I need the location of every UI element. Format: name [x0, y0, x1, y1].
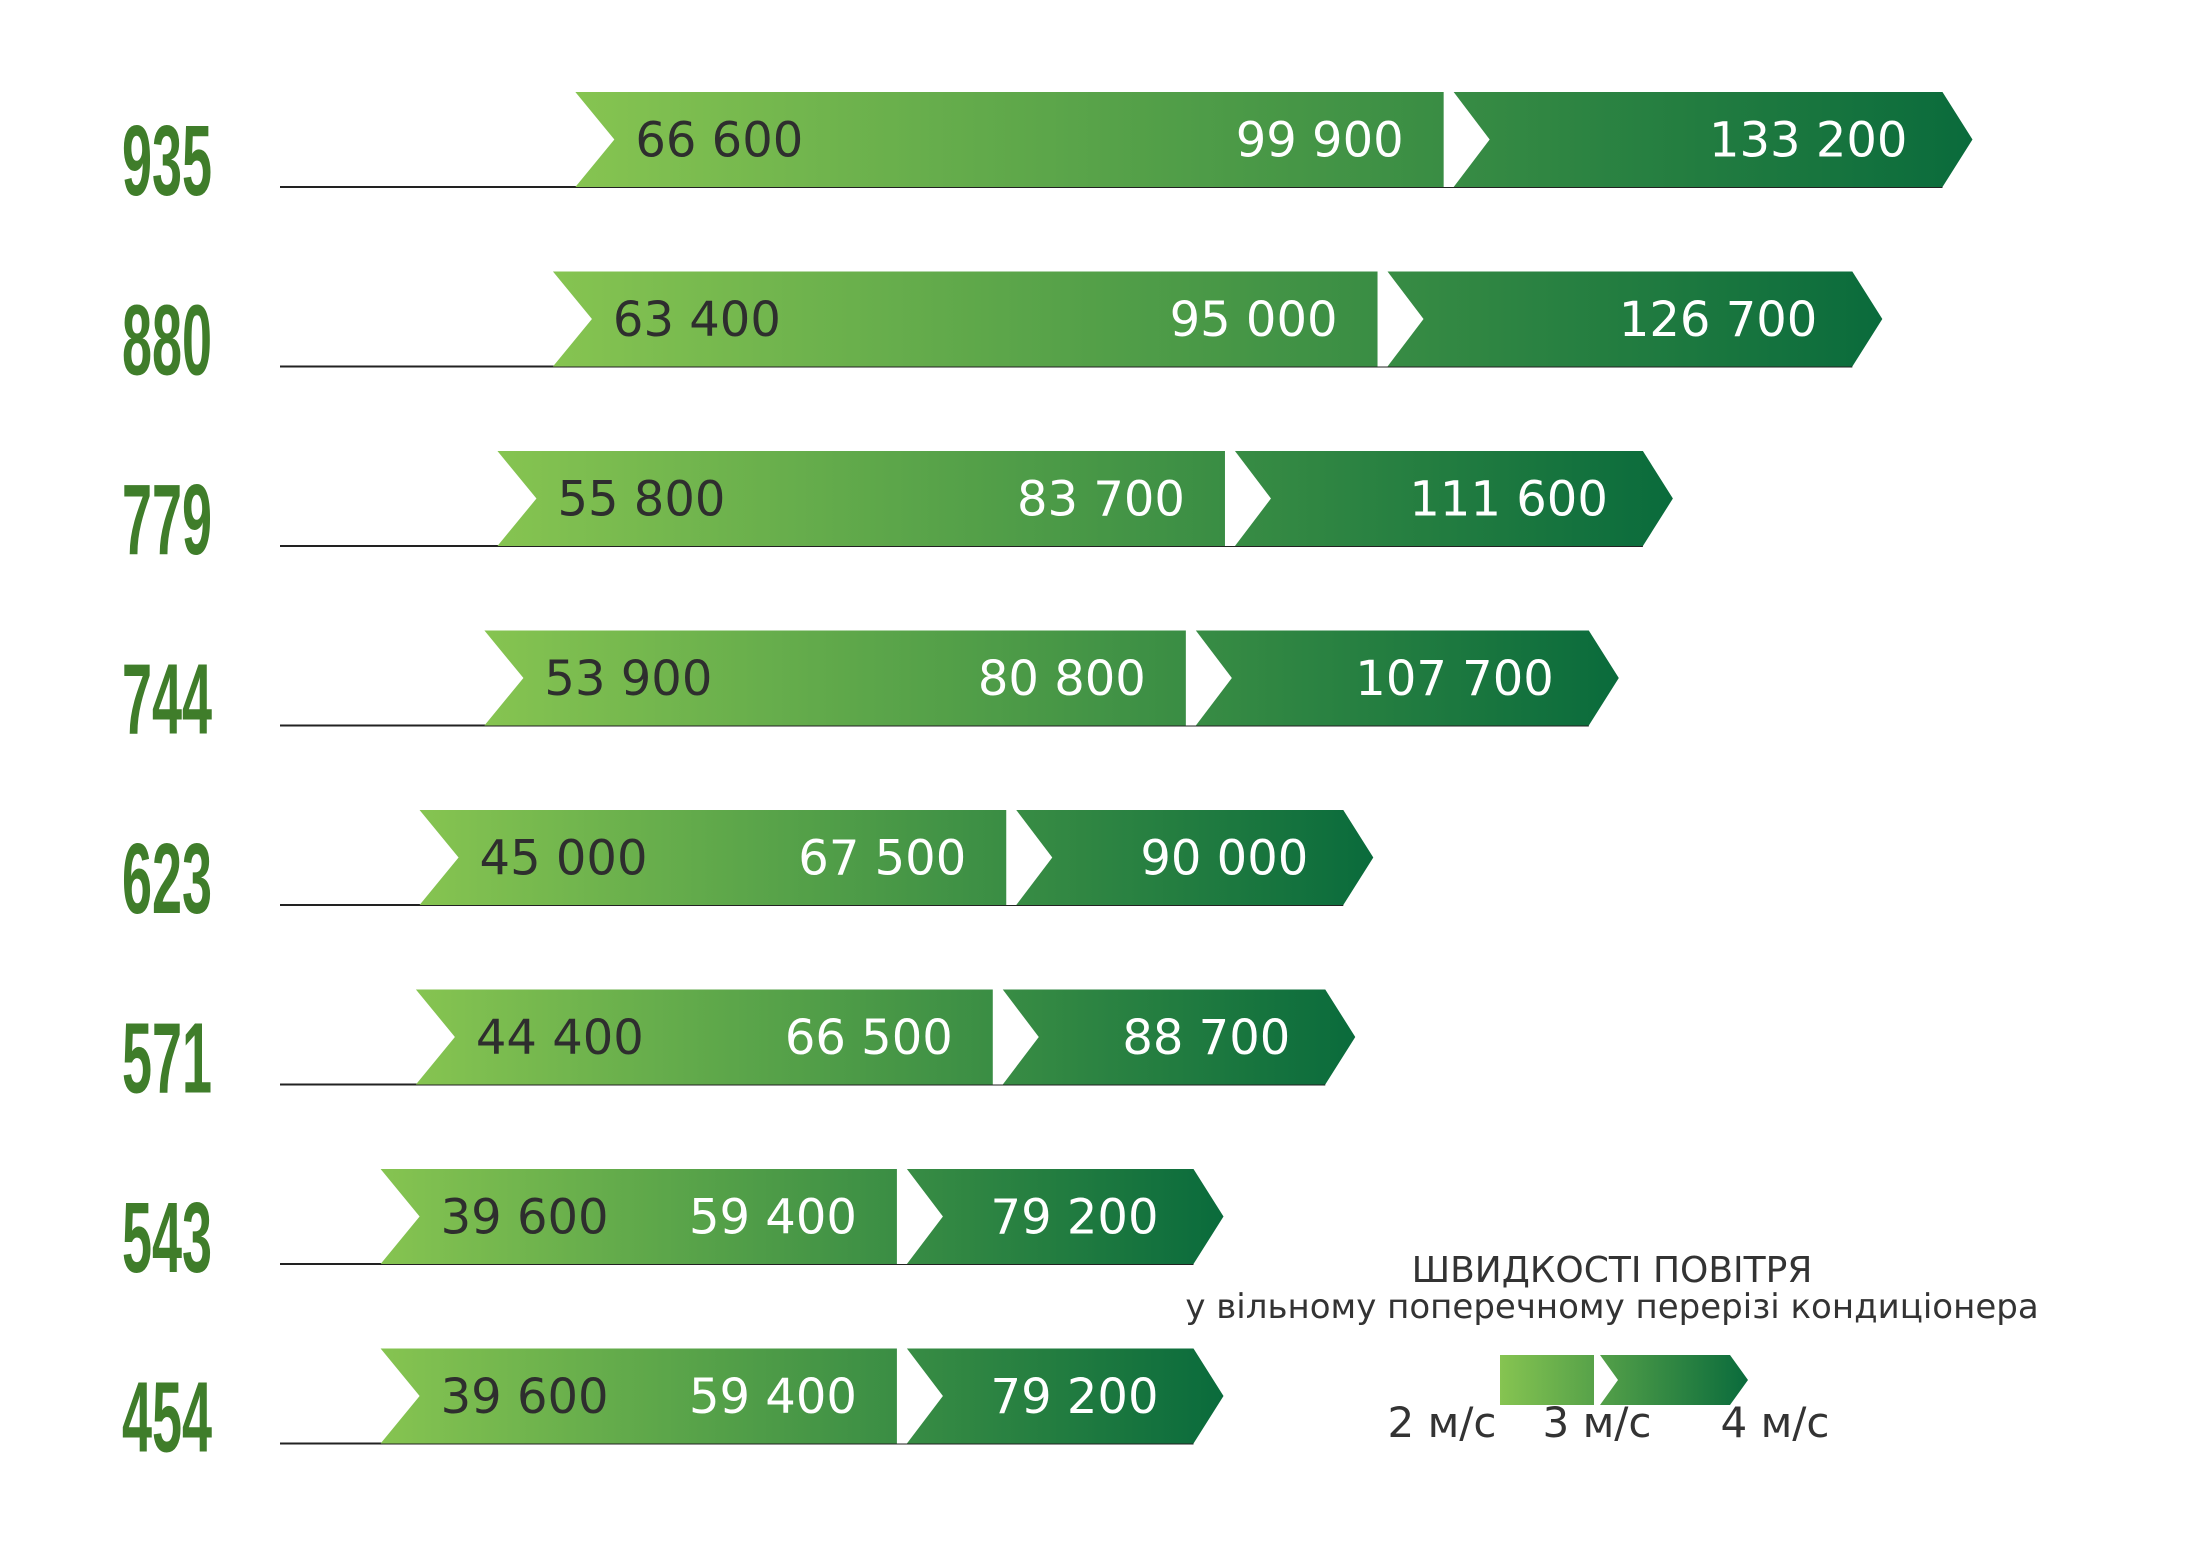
legend-title: ШВИДКОСТІ ПОВІТРЯ [1412, 1250, 1813, 1291]
bar-value-3ms: 80 800 [978, 651, 1146, 707]
bar-value-2ms: 44 400 [476, 1010, 644, 1066]
chart-rows: 935 66 600 99 900 133 200 880 63 400 95 000 126… [122, 92, 1973, 1474]
bar-divider-chevron [1006, 810, 1053, 905]
arrow-bar [575, 92, 1973, 187]
bar-divider-chevron [896, 1348, 943, 1444]
bar-value-4ms: 126 700 [1619, 292, 1818, 348]
legend-label-4ms: 4 м/с [1721, 1398, 1830, 1447]
arrow-bar [552, 271, 1883, 367]
chart-row: 779 55 800 83 700 111 600 [122, 451, 1673, 576]
legend-gradient-bar [1500, 1355, 1748, 1405]
bar-value-2ms: 39 600 [441, 1190, 609, 1246]
bar-value-4ms: 88 700 [1122, 1010, 1290, 1066]
bar-value-4ms: 111 600 [1409, 472, 1608, 528]
bar-divider-chevron [1185, 630, 1232, 726]
bar-value-2ms: 39 600 [441, 1369, 609, 1425]
bar-divider-chevron [896, 1169, 943, 1264]
bar-divider-chevron [1224, 451, 1271, 546]
row-label: 779 [122, 464, 212, 576]
bar-value-2ms: 55 800 [557, 472, 725, 528]
legend-arrow-bar [1500, 1355, 1748, 1405]
row-label: 880 [122, 285, 212, 397]
bar-divider-chevron [1443, 92, 1490, 187]
bar-value-3ms: 59 400 [689, 1369, 857, 1425]
chart-row: 935 66 600 99 900 133 200 [122, 92, 1973, 217]
legend-label-2ms: 2 м/с [1388, 1398, 1497, 1447]
bar-value-4ms: 79 200 [991, 1369, 1159, 1425]
legend-subtitle: у вільному поперечному перерізі кондиціо… [1185, 1287, 2038, 1327]
row-label: 571 [122, 1003, 212, 1115]
bar-value-3ms: 59 400 [689, 1190, 857, 1246]
bar-value-2ms: 63 400 [613, 292, 781, 348]
bar-divider-chevron [992, 989, 1039, 1085]
bar-value-2ms: 66 600 [635, 113, 803, 169]
row-label: 744 [122, 644, 212, 756]
chart-row: 543 39 600 59 400 79 200 [122, 1169, 1224, 1294]
legend-label-3ms: 3 м/с [1543, 1398, 1652, 1447]
row-label: 543 [122, 1182, 212, 1294]
chart-row: 880 63 400 95 000 126 700 [122, 271, 1883, 397]
bar-value-3ms: 66 500 [785, 1010, 953, 1066]
row-label: 454 [122, 1362, 212, 1474]
bar-value-2ms: 45 000 [480, 831, 648, 887]
chart-row: 454 39 600 59 400 79 200 [122, 1348, 1224, 1474]
arrow-bar [415, 989, 1356, 1085]
bar-value-4ms: 79 200 [991, 1190, 1159, 1246]
arrow-bar [380, 1169, 1224, 1264]
bar-value-3ms: 99 900 [1236, 113, 1404, 169]
bar-value-4ms: 133 200 [1709, 113, 1908, 169]
legend-divider-chevron [1594, 1355, 1618, 1405]
arrow-bar [497, 451, 1673, 546]
row-label: 935 [122, 105, 212, 217]
arrow-bar [419, 810, 1374, 905]
bar-value-2ms: 53 900 [544, 651, 712, 707]
arrow-bar [380, 1348, 1224, 1444]
bar-divider-chevron [1377, 271, 1424, 367]
bar-value-4ms: 107 700 [1355, 651, 1554, 707]
chart-row: 571 44 400 66 500 88 700 [122, 989, 1356, 1115]
bar-value-3ms: 67 500 [798, 831, 966, 887]
chart-row: 744 53 900 80 800 107 700 [122, 630, 1619, 756]
bar-value-3ms: 83 700 [1017, 472, 1185, 528]
row-label: 623 [122, 823, 212, 935]
bar-value-4ms: 90 000 [1140, 831, 1308, 887]
legend: ШВИДКОСТІ ПОВІТРЯ у вільному поперечному… [1185, 1250, 2038, 1447]
chart-row: 623 45 000 67 500 90 000 [122, 810, 1374, 935]
bar-value-3ms: 95 000 [1170, 292, 1338, 348]
arrow-bar [484, 630, 1619, 726]
